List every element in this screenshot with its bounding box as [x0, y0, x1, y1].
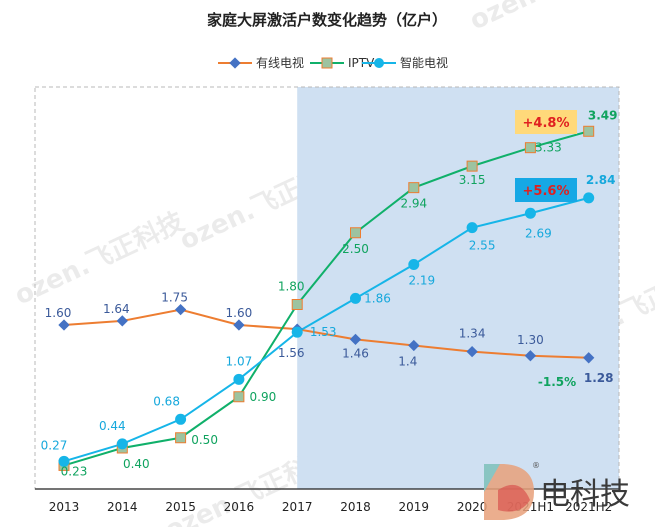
x-tick-label: 2013: [49, 500, 80, 514]
legend-label-cable: 有线电视: [256, 55, 304, 70]
data-label-smart: 1.86: [364, 291, 391, 305]
smart-point: [233, 373, 245, 385]
cable-point: [583, 352, 595, 364]
data-label-iptv: 0.40: [123, 457, 150, 471]
data-label-iptv: 1.80: [278, 280, 305, 294]
badge-smart-bg: [515, 178, 577, 202]
badge-smart-growth: +5.6%: [515, 178, 577, 202]
badge-iptv-growth: +4.8%: [515, 110, 577, 134]
badge-iptv-label: +4.8%: [523, 116, 570, 131]
data-label-iptv: 3.49: [588, 108, 618, 122]
iptv-point: [233, 391, 245, 403]
cable-point: [174, 303, 187, 316]
badge-iptv-bg: [515, 110, 577, 134]
iptv-point: [175, 432, 187, 444]
series-line-smart: [63, 196, 589, 463]
data-label-cable: 1.4: [398, 355, 417, 369]
data-label-cable: 1.75: [161, 291, 188, 305]
x-tick-label: 2018: [340, 500, 371, 514]
data-label-cable: 1.56: [278, 346, 305, 360]
watermark-text: ozen.飞正科技: [465, 0, 644, 36]
data-label-iptv: 3.33: [535, 141, 562, 155]
data-label-smart: 2.69: [525, 226, 552, 240]
x-tick-label: 2021H2: [565, 500, 612, 514]
data-label-iptv: 3.15: [459, 173, 486, 187]
cable-point: [524, 350, 537, 362]
legend-item-iptv: IPTV: [310, 56, 375, 70]
x-tick-label: 2015: [165, 500, 196, 514]
cable-point: [233, 319, 245, 331]
smart-point: [466, 222, 478, 234]
series-line-cable: [63, 308, 589, 359]
cable-point: [466, 345, 478, 358]
badge-smart-label: +5.6%: [523, 184, 570, 199]
data-label-smart: 1.53: [310, 325, 337, 339]
data-label-iptv: 0.23: [61, 464, 88, 478]
legend-marker-iptv: [321, 57, 333, 69]
registered-mark: ®: [532, 461, 540, 470]
data-label-cable: 1.46: [342, 346, 369, 360]
data-label-smart: 2.19: [408, 274, 435, 288]
data-label-cable: 1.64: [103, 302, 130, 316]
data-label-iptv: 0.90: [250, 390, 277, 404]
legend-marker-smart: [374, 58, 384, 68]
legend-item-smart: 智能电视: [362, 55, 448, 70]
cable-point: [408, 339, 420, 352]
data-label-smart: 0.44: [99, 419, 126, 433]
smart-point: [175, 413, 187, 425]
x-tick-label: 2014: [107, 500, 138, 514]
legend: 有线电视 IPTV 智能电视: [218, 55, 448, 70]
smart-point: [291, 326, 303, 338]
iptv-point: [466, 160, 478, 172]
iptv-point: [583, 125, 595, 137]
logo-text: 电科技: [540, 477, 630, 512]
data-label-iptv: 0.50: [191, 433, 218, 447]
series-markers: [58, 125, 595, 471]
data-label-iptv: 2.94: [400, 197, 427, 211]
data-labels: 1.60 1.64 1.75 1.60 1.56 1.46 1.4 1.34 1.30 1.28 0…: [41, 108, 618, 478]
cable-point: [116, 315, 128, 327]
smart-point: [583, 192, 595, 204]
x-tick-label: 2017: [282, 500, 313, 514]
data-label-smart: 2.84: [586, 173, 616, 187]
data-label-smart: 1.07: [226, 354, 253, 368]
cable-point: [349, 333, 362, 346]
brand-logo: 电科技 ®: [484, 461, 630, 520]
logo-mark-icon-accent: [484, 464, 500, 492]
chart-title: 家庭大屏激活户数变化趋势（亿户）: [207, 11, 447, 29]
smart-point: [524, 207, 536, 219]
series-lines: [63, 130, 589, 467]
legend-label-iptv: IPTV: [348, 56, 375, 70]
data-label-iptv: 2.50: [342, 242, 369, 256]
x-tick-label: 2020: [457, 500, 488, 514]
iptv-point: [408, 182, 420, 194]
legend-label-smart: 智能电视: [400, 55, 448, 70]
data-label-smart: 0.68: [153, 394, 180, 408]
data-label-cable: 1.28: [584, 371, 614, 385]
iptv-point: [524, 142, 536, 154]
smart-point: [350, 292, 361, 304]
data-label-cable: 1.60: [45, 306, 72, 320]
logo-mark-icon-accent2: [498, 484, 530, 512]
data-label-cable: 1.34: [459, 327, 486, 341]
cable-point: [58, 319, 70, 331]
x-tick-label: 2019: [399, 500, 430, 514]
cable-change-annotation: -1.5%: [538, 375, 576, 389]
data-label-cable: 1.30: [517, 333, 544, 347]
iptv-point: [350, 227, 361, 239]
legend-marker-cable: [229, 57, 241, 69]
iptv-point: [291, 299, 303, 310]
highlight-region: [297, 87, 619, 489]
series-line-iptv: [63, 130, 589, 467]
smart-point: [116, 438, 128, 450]
data-label-cable: 1.60: [226, 306, 253, 320]
data-label-smart: 0.27: [41, 438, 68, 452]
legend-item-cable: 有线电视: [218, 55, 304, 70]
x-tick-label: 2016: [224, 500, 255, 514]
data-label-smart: 2.55: [469, 239, 496, 253]
smart-point: [408, 259, 420, 271]
smart-point: [58, 455, 70, 467]
